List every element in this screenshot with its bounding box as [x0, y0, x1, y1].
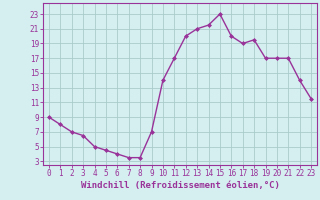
X-axis label: Windchill (Refroidissement éolien,°C): Windchill (Refroidissement éolien,°C)	[81, 181, 279, 190]
